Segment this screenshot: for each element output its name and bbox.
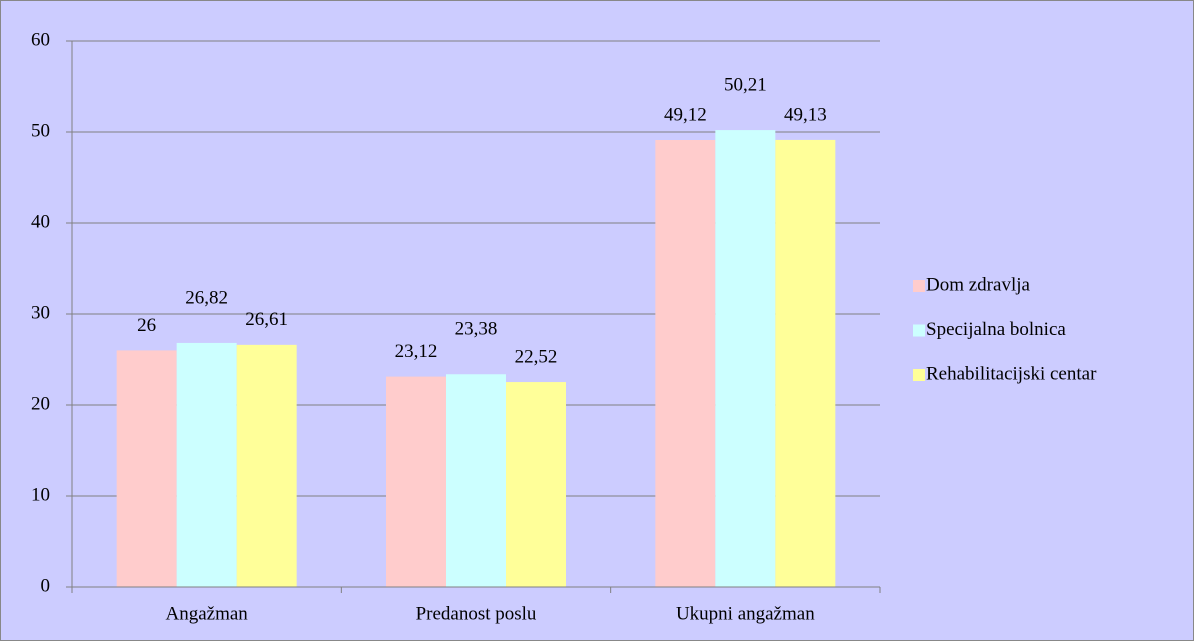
legend-swatch	[913, 280, 925, 292]
legend-label: Rehabilitacijski centar	[926, 363, 1097, 384]
y-tick-label: 60	[31, 29, 50, 50]
bar	[236, 344, 297, 587]
legend-label: Specijalna bolnica	[926, 319, 1066, 340]
y-tick-label: 50	[31, 120, 50, 141]
bar	[715, 130, 776, 588]
value-label: 26	[137, 315, 156, 336]
bar	[506, 382, 566, 587]
value-label: 49,13	[784, 104, 827, 125]
y-tick-label: 0	[41, 575, 51, 596]
value-label: 49,12	[664, 104, 707, 125]
legend-label: Dom zdravlja	[926, 274, 1031, 295]
value-label: 50,21	[724, 74, 767, 95]
value-label: 23,38	[455, 319, 498, 340]
y-tick-label: 30	[31, 302, 50, 323]
value-label: 23,12	[395, 341, 438, 362]
x-tick-label: Predanost poslu	[416, 603, 537, 624]
y-tick-label: 20	[31, 393, 50, 414]
value-label: 26,61	[245, 309, 288, 330]
bar	[176, 342, 237, 587]
bar	[116, 350, 177, 587]
x-tick-label: Ukupni angažman	[676, 603, 815, 624]
x-tick-label: Angažman	[166, 603, 249, 624]
y-tick-label: 40	[31, 211, 50, 232]
legend-swatch	[913, 324, 925, 337]
value-label: 22,52	[515, 346, 558, 367]
bar	[775, 139, 836, 588]
legend-swatch	[913, 369, 925, 381]
bar	[386, 376, 446, 587]
bar	[655, 140, 716, 587]
value-label: 26,82	[185, 287, 228, 308]
bar	[446, 374, 506, 587]
y-tick-label: 10	[31, 484, 50, 505]
